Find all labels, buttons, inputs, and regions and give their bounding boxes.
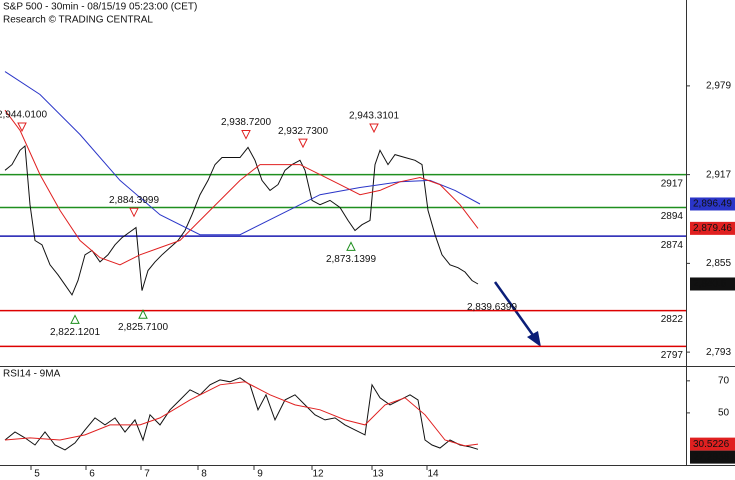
trough-marker <box>346 241 356 251</box>
peak-label: 2,884.3999 <box>109 195 159 206</box>
last-value-label: 27.2936 <box>693 452 730 463</box>
y-tick-label: 2,917 <box>706 169 731 180</box>
level-label: 2797 <box>661 350 684 361</box>
x-tick-label: 6 <box>89 469 95 480</box>
level-label: 2874 <box>661 240 684 251</box>
last-value-label: 2,879.46 <box>693 223 732 234</box>
peak-marker <box>241 130 251 140</box>
peak-marker <box>298 138 308 149</box>
annotation: 2,839.6399 <box>467 302 517 313</box>
level-label: 2894 <box>661 211 684 222</box>
y-tick-label: 2,793 <box>706 347 731 358</box>
last-value-badge <box>690 277 735 291</box>
y-tick-label: 70 <box>718 375 730 386</box>
x-tick-label: 9 <box>257 469 263 480</box>
chart-subtitle: Research © TRADING CENTRAL <box>3 15 153 26</box>
peak-marker <box>17 122 27 133</box>
rsi-title: RSI14 - 9MA <box>3 369 61 380</box>
last-value-label: 2,896.49 <box>693 199 732 210</box>
x-tick-label: 7 <box>144 469 150 480</box>
x-tick-label: 8 <box>201 469 207 480</box>
trough-marker <box>70 314 80 324</box>
y-tick-label: 2,979 <box>706 81 731 92</box>
peak-label: 2,932.7300 <box>278 126 328 137</box>
x-tick-label: 14 <box>427 469 439 480</box>
last-value-badge <box>690 450 735 464</box>
peak-marker <box>369 123 379 134</box>
level-label: 2822 <box>661 314 684 325</box>
series-line <box>4 381 479 447</box>
trough-label: 2,822.1201 <box>50 327 100 338</box>
peak-label: 2,938.7200 <box>221 117 271 128</box>
x-tick-label: 13 <box>372 469 384 480</box>
last-value-badge <box>690 197 735 211</box>
level-label: 2917 <box>661 178 684 189</box>
chart-title: S&P 500 - 30min - 08/15/19 05:23:00 (CET… <box>3 2 197 13</box>
peak-label: 2,944.0100 <box>0 110 47 121</box>
last-value-badge <box>690 437 735 451</box>
x-tick-label: 12 <box>312 469 324 480</box>
y-tick-label: 2,855 <box>706 258 731 269</box>
series-line <box>4 71 481 236</box>
series-line <box>4 144 479 296</box>
series-line <box>4 109 479 266</box>
last-value-label: 2,840.6 <box>693 279 727 290</box>
last-value-label: 30.5226 <box>693 439 730 450</box>
peak-label: 2,943.3101 <box>349 111 399 122</box>
trough-marker <box>138 309 148 319</box>
x-tick-label: 5 <box>34 469 40 480</box>
trough-label: 2,825.7100 <box>118 322 168 333</box>
peak-marker <box>129 207 139 218</box>
y-tick-label: 50 <box>718 408 730 419</box>
last-value-badge <box>690 221 735 235</box>
trough-label: 2,873.1399 <box>326 254 376 265</box>
